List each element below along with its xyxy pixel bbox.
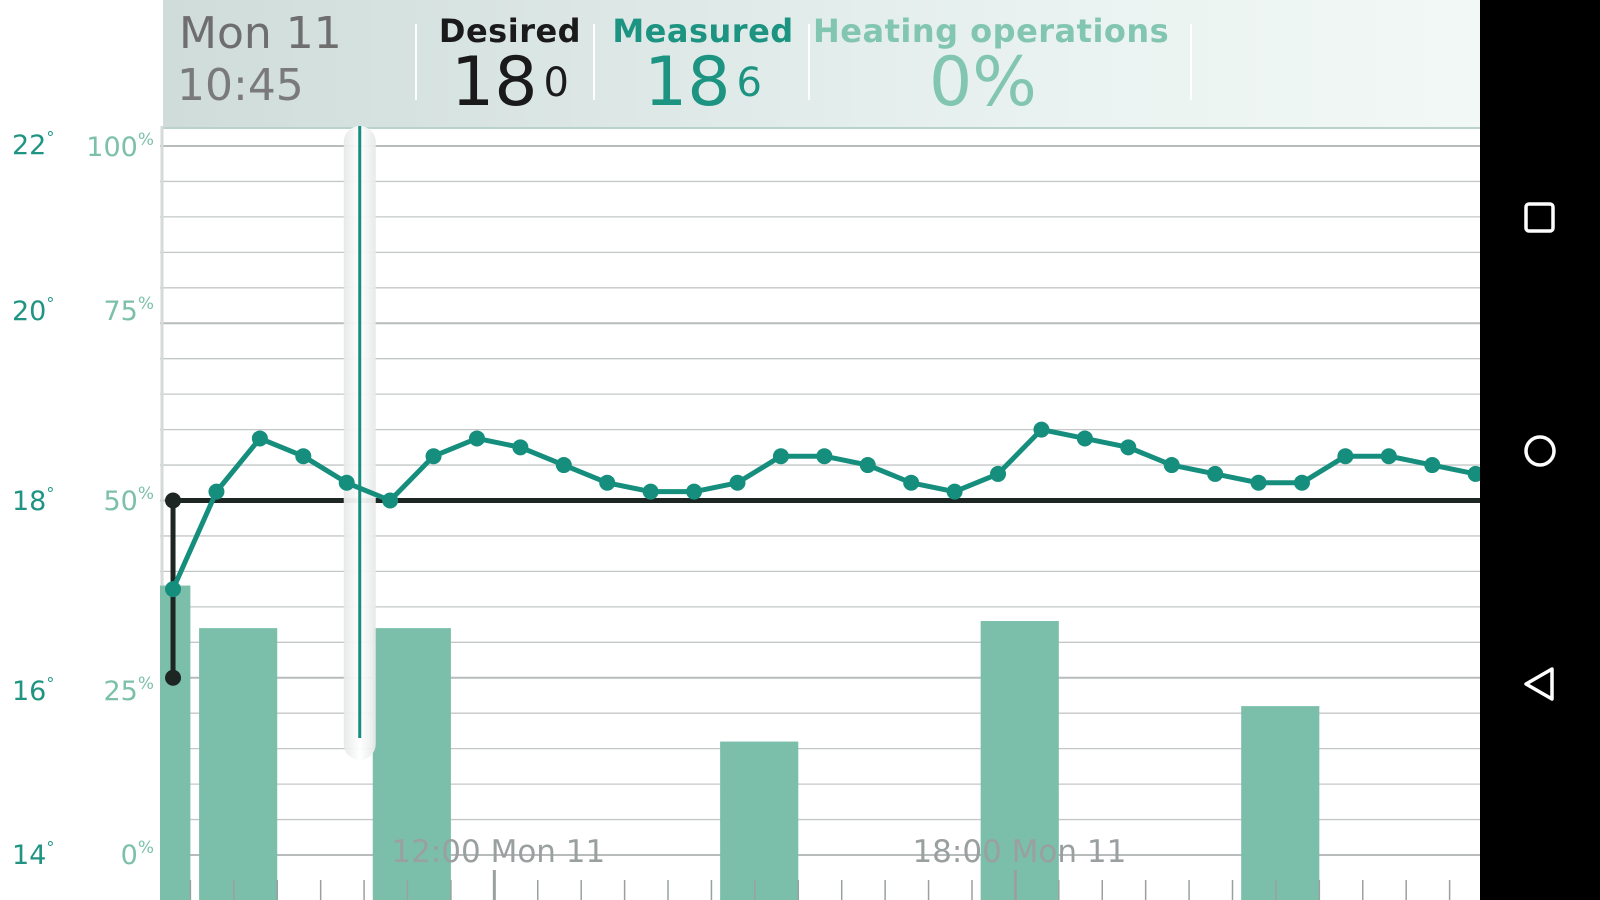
measured-point [816,448,833,465]
current-day: Mon 11 [179,8,342,59]
temp-tick-label: 22° [12,128,55,161]
percent-tick-label: 0% [120,838,154,871]
measured-point [1250,474,1267,491]
measured-point [1424,457,1441,474]
measured-point [990,465,1007,482]
heating-bar [199,628,278,900]
measured-point [208,483,225,500]
triangle-back-icon [1524,667,1554,701]
desired-label: Desired [438,12,582,50]
measured-point [512,439,529,456]
measured-point [165,581,182,598]
heating-bar [980,621,1059,900]
heating-label: Heating operations [813,12,1170,50]
desired-readout: Desired 18 0 [425,12,595,118]
measured-point [1076,430,1093,447]
measured-point [295,448,312,465]
percent-tick-label: 75% [103,294,154,327]
measured-point [1033,421,1050,438]
measured-point [772,448,789,465]
temp-tick-label: 20° [12,294,55,327]
heating-bars [160,585,1320,900]
measured-point [903,474,920,491]
heating-bar [1241,706,1320,900]
measured-point [1207,465,1224,482]
heating-readout: Heating operations 0% [813,12,1170,122]
percent-tick-label: 25% [103,674,154,707]
measured-point [686,483,703,500]
desired-point [165,492,182,509]
percent-tick-label: 100% [86,130,154,163]
recent-apps-button[interactable] [1480,178,1600,258]
header-divider [593,24,595,100]
measured-label: Measured [612,12,794,50]
measured-point [468,430,485,447]
measured-point [555,457,572,474]
measured-point [382,492,399,509]
temp-tick-label: 16° [12,674,55,707]
measured-point [642,483,659,500]
time-cursor [343,126,376,760]
heating-bar [372,628,451,900]
measured-point [1120,439,1137,456]
measured-point [1467,465,1480,482]
y-axis-labels: 22° 20° 18° 16° 14° 100% 75% 50% 25% 0% [0,0,160,900]
measured-point [1337,448,1354,465]
measured-series [165,421,1480,598]
header-divider [415,24,417,100]
measured-point [729,474,746,491]
measured-point [859,457,876,474]
navigation-bar [1480,0,1600,900]
circle-icon [1524,435,1556,467]
measured-point [251,430,268,447]
measured-point [425,448,442,465]
desired-series [165,492,1480,686]
measured-point [338,474,355,491]
measured-readout: Measured 18 6 [608,12,798,118]
home-button[interactable] [1480,411,1600,491]
measured-point [1163,457,1180,474]
x-axis-label: 18:00 Mon 11 [912,834,1126,870]
temp-tick-label: 18° [12,484,55,517]
header-divider [1190,24,1192,100]
desired-value: 18 0 [451,43,569,122]
percent-tick-label: 50% [103,484,154,517]
heating-value: 0% [929,43,1037,122]
desired-point [165,669,182,686]
measured-point [1380,448,1397,465]
back-button[interactable] [1480,644,1600,724]
readout-header: Mon 11 10:45 Desired 18 0 Measured 18 6 He… [163,0,1480,129]
current-time: 10:45 [177,60,304,111]
square-icon [1524,202,1555,233]
measured-point [946,483,963,500]
x-axis-label: 12:00 Mon 11 [391,834,605,870]
measured-point [1293,474,1310,491]
temp-tick-label: 14° [12,838,55,871]
header-divider [808,24,810,100]
measured-point [599,474,616,491]
heating-bar [720,741,799,900]
measured-value: 18 6 [644,43,762,122]
